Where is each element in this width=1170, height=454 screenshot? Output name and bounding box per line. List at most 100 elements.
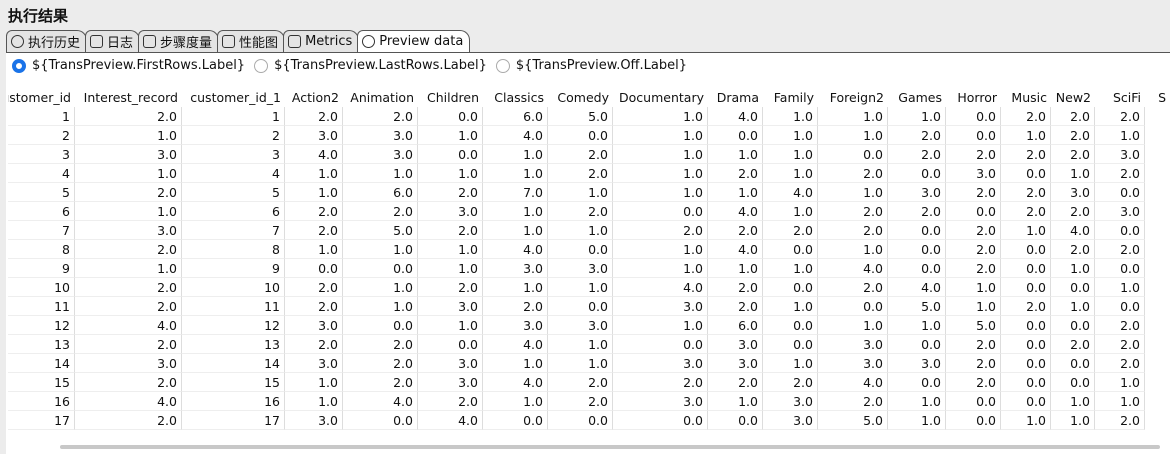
column-header[interactable]: Foreign2 [829,90,884,105]
table-cell: 14 [182,354,285,373]
table-cell: 1.0 [613,126,708,145]
table-cell: 0.0 [1001,316,1051,335]
column-header[interactable]: customer_id_1 [190,90,281,105]
radio-button[interactable] [12,58,26,73]
table-cell: 4.0 [888,278,946,297]
table-cell: 2.0 [1001,145,1051,164]
radio-button[interactable] [495,58,510,73]
tab-label: 性能图 [239,36,279,51]
table-cell: 1.0 [763,145,818,164]
table-cell: 4 [182,164,285,183]
table-cell: 0.0 [946,107,1001,126]
table-cell: 2.0 [548,145,613,164]
table-cell: 8 [8,240,75,259]
table-cell: 1.0 [818,240,888,259]
column-header[interactable]: Family [773,90,814,105]
table-cell: 1.0 [708,259,763,278]
table-cell: 1 [8,107,75,126]
table-cell: 4.0 [75,316,182,335]
table-cell: 2.0 [548,164,613,183]
tab[interactable]: Metrics [283,30,360,52]
column-header[interactable]: Children [426,90,479,105]
table-cell: 2.0 [75,240,182,259]
column-header[interactable]: Drama [716,90,759,105]
table-cell: 0.0 [1051,316,1095,335]
tab[interactable]: 日志 [85,30,141,52]
column-header[interactable]: Documentary [619,90,704,105]
table-cell: 4.0 [483,126,548,145]
table-cell: 14 [8,354,75,373]
title: 执行结果 [8,7,69,25]
table-cell: 1.0 [75,202,182,221]
table-cell: 2.0 [343,202,418,221]
table-cell: 0.0 [548,297,613,316]
column-header[interactable]: S [1158,90,1166,105]
table-cell: 1.0 [1051,164,1095,183]
table-cell: 1.0 [613,240,708,259]
tab[interactable]: 执行历史 [6,30,88,52]
table-cell: 7 [182,221,285,240]
table-cell: 3.0 [75,221,182,240]
column-header[interactable]: Horror [957,90,997,105]
table-cell: 1.0 [548,278,613,297]
column-header[interactable]: New2 [1055,90,1091,105]
table-cell: 0.0 [613,411,708,430]
column-header[interactable]: SciFi [1112,90,1141,105]
table-cell: 0.0 [1051,278,1095,297]
table-cell: 0.0 [763,278,818,297]
radio-option[interactable]: ${TransPreview.FirstRows.Label} [12,58,245,73]
table-cell: 1.0 [483,392,548,411]
table-cell: 1.0 [1051,297,1095,316]
table-cell: 1.0 [418,126,483,145]
table-cell: 0.0 [763,316,818,335]
table-cell: 8 [182,240,285,259]
table-cell: 1.0 [483,202,548,221]
table-cell: 2.0 [888,126,946,145]
tab-icon [90,35,104,48]
table-cell: 2.0 [946,183,1001,202]
table-cell: 1.0 [888,411,946,430]
table-cell: 2.0 [818,202,888,221]
table-cell: 2.0 [285,221,343,240]
radio-option[interactable]: ${TransPreview.Off.Label} [495,58,687,73]
table-cell: 1.0 [343,297,418,316]
table-cell: 2.0 [888,202,946,221]
table-cell: 0.0 [1001,240,1051,259]
column-header[interactable]: Music [1011,90,1047,105]
scrollbar[interactable] [60,445,1160,449]
table-cell: 2.0 [1095,240,1145,259]
tab[interactable]: 步骤度量 [138,30,220,52]
table-cell: 2.0 [763,221,818,240]
table-cell: 1.0 [888,316,946,335]
radio-button[interactable] [254,58,269,73]
radio-option[interactable]: ${TransPreview.LastRows.Label} [254,58,487,73]
table-cell: 3.0 [343,126,418,145]
table-cell: 2.0 [613,221,708,240]
tab[interactable]: 性能图 [217,30,286,52]
table-cell: 9 [8,259,75,278]
table-cell: 1.0 [285,392,343,411]
table-cell: 4.0 [418,411,483,430]
table-cell: 2.0 [75,278,182,297]
table-cell: 1.0 [1095,126,1145,145]
table-cell: 4.0 [75,392,182,411]
table-cell: 2.0 [1051,145,1095,164]
column-header[interactable]: Games [898,90,942,105]
table-cell: 2.0 [708,373,763,392]
table-cell: 1.0 [613,164,708,183]
column-header[interactable]: Interest_record [83,90,178,105]
column-header[interactable]: Animation [350,90,414,105]
column-header[interactable]: Comedy [557,90,609,105]
table-cell: 1.0 [285,373,343,392]
tab[interactable]: Preview data [357,30,471,52]
table-cell: 6.0 [483,107,548,126]
table-cell: 1.0 [483,278,548,297]
table-cell: 7 [8,221,75,240]
column-header[interactable]: Action2 [291,90,339,105]
table-cell: 4.0 [818,373,888,392]
column-header[interactable]: customer_id [8,90,71,105]
column-header[interactable]: Classics [494,90,544,105]
table-cell: 1.0 [613,183,708,202]
table-cell: 2.0 [946,259,1001,278]
table-cell: 4.0 [343,392,418,411]
